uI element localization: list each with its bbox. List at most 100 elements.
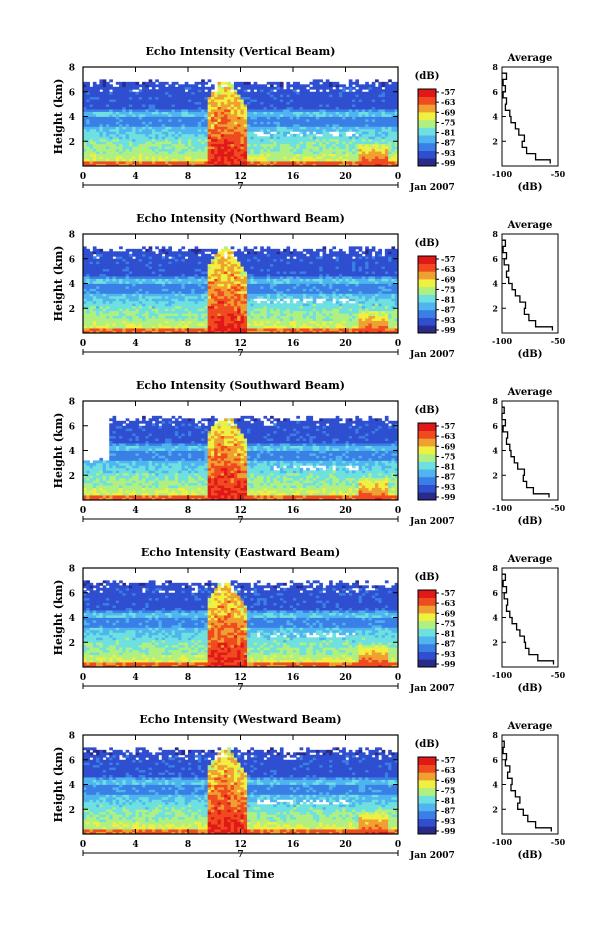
heatmap-cell: [302, 104, 307, 107]
heatmap-cell: [286, 146, 291, 150]
heatmap-cell: [115, 86, 120, 90]
heatmap-cell: [312, 128, 317, 132]
heatmap-cell: [171, 121, 176, 125]
heatmap-cell: [83, 271, 87, 275]
heatmap-cell: [148, 248, 153, 252]
heatmap-cell: [119, 126, 123, 130]
heatmap-cell: [86, 133, 90, 137]
heatmap-cell: [352, 136, 356, 140]
heatmap-cell: [276, 123, 281, 127]
heatmap-cell: [142, 303, 146, 307]
heatmap-cell: [273, 156, 277, 159]
heatmap-cell: [161, 106, 166, 110]
heatmap-cell: [132, 121, 136, 125]
heatmap-cell: [115, 251, 120, 255]
heatmap-cell: [135, 290, 140, 294]
heatmap-cell: [365, 133, 369, 137]
heatmap-cell: [142, 256, 146, 260]
heatmap-cell: [214, 300, 218, 304]
heatmap-cell: [148, 128, 153, 132]
heatmap-cell: [348, 116, 353, 120]
heatmap-cell: [256, 106, 261, 110]
heatmap-cell: [227, 118, 232, 122]
heatmap-cell: [105, 123, 110, 127]
heatmap-cell: [109, 109, 113, 112]
heatmap-cell: [220, 136, 225, 140]
heatmap-cell: [230, 285, 235, 289]
heatmap-cell: [332, 81, 337, 85]
heatmap-cell: [142, 94, 146, 98]
heatmap-cell: [266, 109, 271, 112]
heatmap-cell: [220, 330, 225, 334]
heatmap-cell: [109, 320, 113, 324]
heatmap-cell: [227, 89, 232, 93]
heatmap-cell: [155, 96, 159, 100]
heatmap-cell: [371, 163, 376, 167]
heatmap-cell: [335, 96, 340, 100]
heatmap-cell: [263, 104, 268, 107]
heatmap-cell: [201, 151, 205, 155]
heatmap-cell: [322, 156, 327, 159]
heatmap-cell: [240, 276, 245, 279]
heatmap-cell: [168, 313, 172, 317]
heatmap-cell: [165, 325, 169, 329]
heatmap-cell: [145, 330, 150, 334]
heatmap-cell: [181, 285, 186, 289]
heatmap-cell: [240, 263, 245, 267]
heatmap-cell: [322, 138, 327, 142]
heatmap-cell: [148, 251, 153, 255]
heatmap-cell: [233, 148, 238, 152]
heatmap-cell: [365, 131, 369, 135]
heatmap-cell: [165, 121, 169, 125]
heatmap-cell: [132, 323, 136, 326]
heatmap-cell: [145, 91, 150, 95]
heatmap-cell: [214, 163, 218, 167]
heatmap-cell: [243, 126, 248, 130]
heatmap-cell: [105, 116, 110, 120]
heatmap-cell: [204, 156, 209, 159]
heatmap-cell: [315, 104, 320, 107]
heatmap-cell: [352, 96, 356, 100]
heatmap-cell: [132, 305, 136, 309]
heatmap-cell: [391, 104, 396, 107]
heatmap-cell: [105, 263, 110, 267]
heatmap-cell: [184, 104, 189, 107]
heatmap-cell: [128, 141, 133, 145]
heatmap-cell: [181, 271, 186, 275]
heatmap-cell: [207, 126, 212, 130]
heatmap-cell: [293, 96, 297, 100]
heatmap-cell: [237, 295, 241, 299]
heatmap-cell: [165, 300, 169, 304]
heatmap-cell: [89, 148, 94, 152]
heatmap-cell: [112, 141, 117, 145]
heatmap-cell: [230, 121, 235, 125]
heatmap-cell: [102, 271, 107, 275]
heatmap-cell: [224, 273, 228, 277]
heatmap-cell: [279, 99, 284, 103]
heatmap-cell: [151, 288, 156, 292]
heatmap-cell: [325, 118, 330, 122]
heatmap-cell: [125, 91, 130, 95]
heatmap-cell: [306, 114, 310, 117]
heatmap-cell: [381, 151, 386, 155]
heatmap-cell: [335, 111, 340, 115]
heatmap-cell: [214, 151, 218, 155]
heatmap-cell: [115, 303, 120, 307]
heatmap-cell: [151, 330, 156, 334]
heatmap-cell: [188, 300, 192, 304]
heatmap-cell: [178, 141, 182, 145]
heatmap-cell: [145, 156, 150, 159]
heatmap-cell: [102, 253, 107, 257]
heatmap-cell: [181, 138, 186, 142]
heatmap-cell: [227, 121, 232, 125]
heatmap-cell: [338, 118, 343, 122]
heatmap-cell: [142, 290, 146, 294]
heatmap-cell: [184, 94, 189, 98]
heatmap-cell: [194, 141, 199, 145]
heatmap-cell: [148, 290, 153, 294]
heatmap-cell: [174, 283, 179, 287]
heatmap-cell: [388, 79, 392, 83]
heatmap-cell: [115, 266, 120, 270]
heatmap-cell: [204, 248, 209, 252]
heatmap-cell: [250, 146, 255, 150]
